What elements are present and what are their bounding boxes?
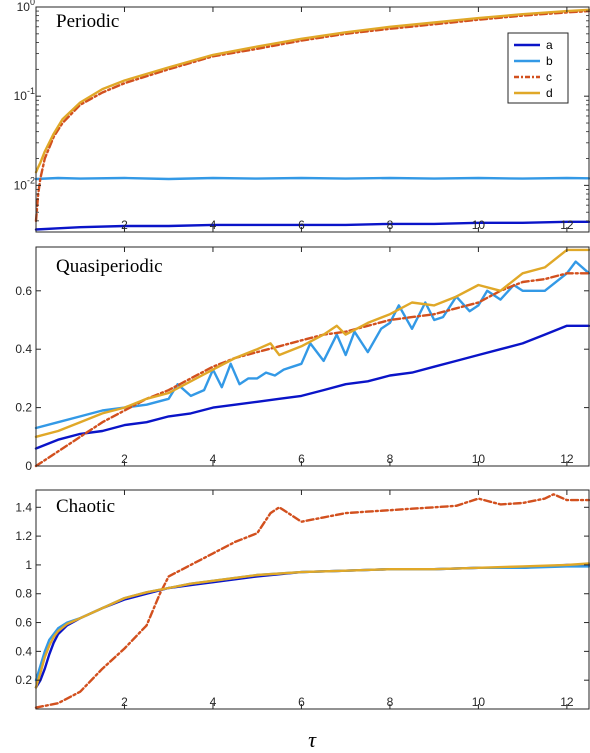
periodic-series-a-line bbox=[34, 220, 590, 231]
chaotic-y-tick-label: 0.4 bbox=[15, 644, 32, 658]
chaotic-x-tick-label: 10 bbox=[472, 695, 486, 709]
legend-label-a: a bbox=[546, 38, 553, 52]
quasiperiodic-x-tick-label: 10 bbox=[472, 452, 486, 466]
quasiperiodic-series-layer bbox=[34, 248, 590, 468]
periodic-y-tick-label: 10-2 bbox=[14, 175, 35, 192]
quasiperiodic-x-tick-label: 6 bbox=[298, 452, 305, 466]
periodic-axes-box bbox=[35, 6, 590, 233]
periodic-x-tick-label: 6 bbox=[298, 218, 305, 232]
legend-label-b: b bbox=[546, 54, 553, 68]
chaotic-y-tick-label: 0.6 bbox=[15, 616, 32, 630]
quasiperiodic-x-tick-label: 4 bbox=[210, 452, 217, 466]
legend-label-d: d bbox=[546, 86, 553, 100]
chaotic-series-d-line bbox=[34, 562, 590, 689]
quasiperiodic-y-tick-label: 0.2 bbox=[15, 401, 32, 415]
chaotic-x-tick-label: 12 bbox=[560, 695, 574, 709]
chaotic-y-tick-label: 1 bbox=[25, 558, 32, 572]
chaotic-y-tick-label: 0.2 bbox=[15, 673, 32, 687]
chaotic-series-c-line bbox=[34, 493, 590, 709]
chaotic-y-ticks: 0.2 0.4 0.6 0.8 1 1.2 1.4 bbox=[15, 500, 589, 687]
periodic-x-tick-label: 10 bbox=[472, 218, 486, 232]
quasiperiodic-y-tick-label: 0.4 bbox=[15, 342, 32, 356]
chaotic-axes-box bbox=[35, 489, 590, 710]
quasiperiodic-x-tick-label: 2 bbox=[121, 452, 128, 466]
quasiperiodic-series-d-line bbox=[34, 248, 590, 438]
periodic-x-ticks: 2 4 6 8 10 12 bbox=[121, 7, 574, 232]
chaotic-y-tick-label: 1.2 bbox=[15, 529, 32, 543]
chaotic-x-tick-label: 4 bbox=[210, 695, 217, 709]
quasiperiodic-x-tick-label: 12 bbox=[560, 452, 574, 466]
legend-label-c: c bbox=[546, 70, 552, 84]
chaotic-x-tick-label: 6 bbox=[298, 695, 305, 709]
periodic-y-tick-label: 10-1 bbox=[14, 86, 35, 103]
x-axis-label: τ bbox=[308, 727, 317, 752]
chaotic-series-a-line bbox=[34, 563, 590, 689]
quasiperiodic-y-ticks: 0 0.2 0.4 0.6 bbox=[15, 284, 589, 473]
periodic-y-tick-label: 100 bbox=[17, 0, 35, 14]
quasiperiodic-y-tick-label: 0 bbox=[25, 459, 32, 473]
quasiperiodic-y-tick-label: 0.6 bbox=[15, 284, 32, 298]
periodic-series-b-line bbox=[34, 176, 590, 181]
periodic-series-c-line bbox=[34, 9, 590, 223]
panel-quasiperiodic: 2 4 6 8 10 12 0 0.2 0.4 0.6 Quasiperiodic bbox=[15, 246, 590, 473]
periodic-x-tick-label: 8 bbox=[387, 218, 394, 232]
chaotic-series-layer bbox=[34, 493, 590, 709]
chaotic-x-tick-label: 2 bbox=[121, 695, 128, 709]
quasiperiodic-axes-box bbox=[35, 246, 590, 467]
periodic-title: Periodic bbox=[56, 11, 119, 32]
periodic-series-d-line bbox=[34, 8, 590, 174]
chaotic-y-tick-label: 1.4 bbox=[15, 500, 32, 514]
quasiperiodic-series-b-line bbox=[34, 260, 590, 430]
periodic-y-ticks: 10-2 10-1 100 bbox=[14, 0, 589, 233]
periodic-series-layer bbox=[34, 8, 590, 231]
periodic-x-tick-label: 4 bbox=[210, 218, 217, 232]
chaotic-x-ticks: 2 4 6 8 10 12 bbox=[121, 490, 574, 709]
quasiperiodic-title: Quasiperiodic bbox=[56, 256, 163, 277]
quasiperiodic-x-tick-label: 8 bbox=[387, 452, 394, 466]
panel-chaotic: 2 4 6 8 10 12 0.2 0.4 0.6 0.8 1 1.2 1.4 Chaotic τ bbox=[15, 489, 590, 752]
chaotic-title: Chaotic bbox=[56, 496, 115, 517]
periodic-x-tick-label: 12 bbox=[560, 218, 574, 232]
chaotic-y-tick-label: 0.8 bbox=[15, 587, 32, 601]
chaotic-x-tick-label: 8 bbox=[387, 695, 394, 709]
quasiperiodic-series-c-line bbox=[34, 272, 590, 468]
periodic-x-tick-label: 2 bbox=[121, 218, 128, 232]
quasiperiodic-x-ticks: 2 4 6 8 10 12 bbox=[121, 247, 574, 466]
quasiperiodic-series-a-line bbox=[34, 324, 590, 450]
chaotic-series-b-line bbox=[34, 565, 590, 682]
